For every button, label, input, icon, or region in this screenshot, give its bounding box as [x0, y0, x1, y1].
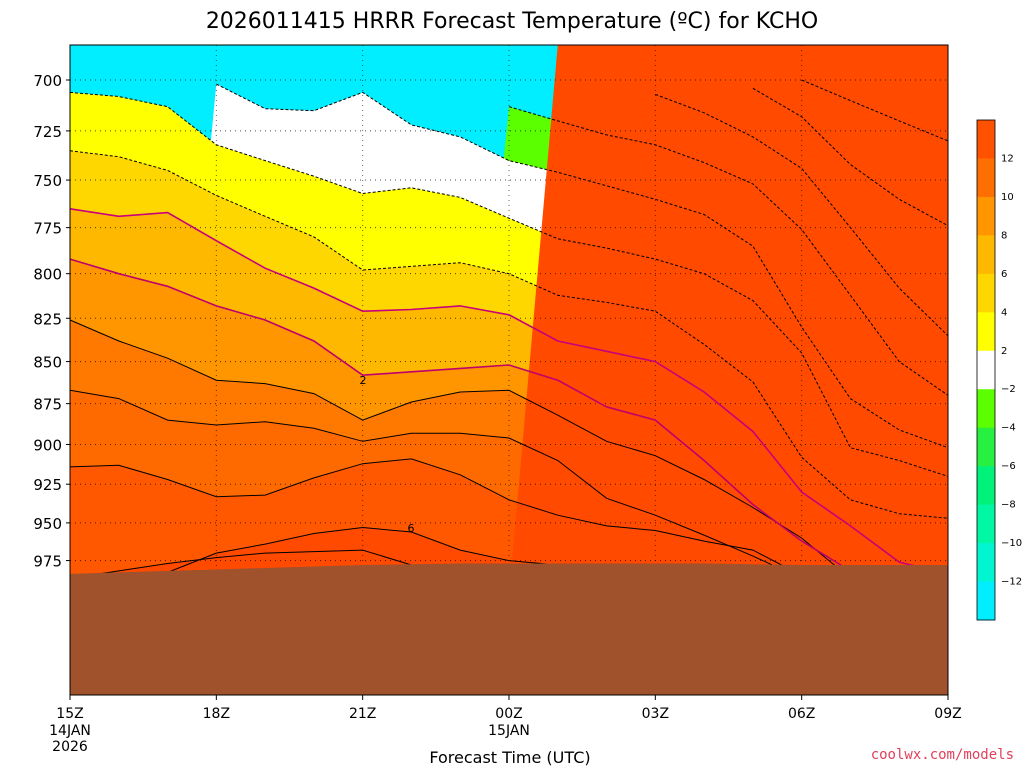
colorbar-label: 10 [1001, 192, 1014, 203]
x-tick-sublabel: 15JAN [488, 723, 530, 739]
colorbar-swatch [977, 389, 995, 429]
contour-line-1 [69, 258, 949, 578]
contour-line-2 [69, 319, 851, 579]
y-tick-label: 975 [33, 553, 62, 571]
colorbar-swatch [977, 196, 995, 236]
x-tick-label: 09Z [934, 706, 961, 722]
contour-label: 2 [360, 374, 367, 387]
contour-line-6 [69, 458, 802, 576]
colorbar-label: −12 [1001, 577, 1022, 588]
colorbar-label: 2 [1001, 346, 1007, 357]
x-tick-label: 15Z [56, 706, 83, 722]
ground-layer [70, 563, 948, 695]
colorbar-swatch [977, 543, 995, 583]
y-tick-label: 875 [33, 396, 62, 414]
x-tick-sublabel: 2026 [52, 739, 88, 755]
colorbar-frame [976, 119, 996, 621]
x-tick-sublabel: 14JAN [49, 723, 91, 739]
contour-line-10 [69, 549, 461, 579]
y-tick-label: 775 [33, 220, 62, 238]
contour-line--6 [752, 87, 949, 227]
colorbar-swatch [977, 427, 995, 467]
colorbar-swatch [977, 312, 995, 352]
colorbar-swatch [977, 466, 995, 506]
contour-label: 6 [408, 522, 415, 535]
contour-line--4 [508, 106, 949, 396]
x-tick-label: 21Z [349, 706, 376, 722]
contour-line--3 [216, 83, 949, 449]
colorbar-swatch [977, 120, 995, 159]
colorbar-label: 6 [1001, 269, 1007, 280]
colorbar-swatch [977, 504, 995, 544]
y-tick-label: 925 [33, 476, 62, 494]
contour-line--5 [655, 93, 949, 337]
y-tick-label: 800 [33, 266, 62, 284]
x-tick-label: 00Z [495, 706, 522, 722]
y-tick-label: 850 [33, 354, 62, 372]
colorbar-swatch [977, 581, 995, 621]
x-axis-label: Forecast Time (UTC) [429, 748, 590, 767]
y-tick-label: 950 [33, 515, 62, 533]
colorbar-label: 4 [1001, 307, 1007, 318]
x-tick-label: 18Z [203, 706, 230, 722]
colorbar-label: −6 [1001, 461, 1016, 472]
contour-line-0 [69, 208, 949, 575]
contour-lines: 62 [69, 79, 949, 579]
fill-region-10 [70, 45, 948, 695]
y-tick-label: 900 [33, 436, 62, 454]
colorbar-swatch [977, 273, 995, 313]
contour-line--7 [801, 79, 949, 142]
colorbar-swatch [977, 350, 995, 390]
fill-region-6 [70, 45, 948, 695]
colorbar-swatch [977, 158, 995, 198]
colorbar-label: −10 [1001, 538, 1022, 549]
colorbar-label: 8 [1001, 230, 1007, 241]
y-tick-label: 700 [33, 72, 62, 90]
colorbar-label: −2 [1001, 384, 1016, 395]
chart-title: 2026011415 HRRR Forecast Temperature (ºC… [206, 9, 818, 34]
y-tick-label: 750 [33, 172, 62, 190]
colorbar-label: −4 [1001, 423, 1016, 434]
x-tick-label: 06Z [788, 706, 815, 722]
y-tick-label: 825 [33, 310, 62, 328]
colorbar-label: 12 [1001, 153, 1014, 164]
contour-line-4 [69, 389, 802, 579]
ground-fill [70, 563, 948, 695]
colorbar-swatch [977, 235, 995, 275]
y-tick-label: 725 [33, 123, 62, 141]
credit-text: coolwx.com/models [871, 747, 1014, 763]
colorbar: 12 10 8 6 4 2 −2 −4 −6 −8 −10 −12 [976, 119, 1022, 621]
contour-line--2 [69, 91, 949, 477]
colorbar-label: −8 [1001, 500, 1016, 511]
y-axis-ticks: 700 725 750 775 800 825 850 875 900 925 950 975 [33, 72, 70, 571]
contour-line--1 [69, 150, 949, 519]
x-tick-label: 03Z [642, 706, 669, 722]
